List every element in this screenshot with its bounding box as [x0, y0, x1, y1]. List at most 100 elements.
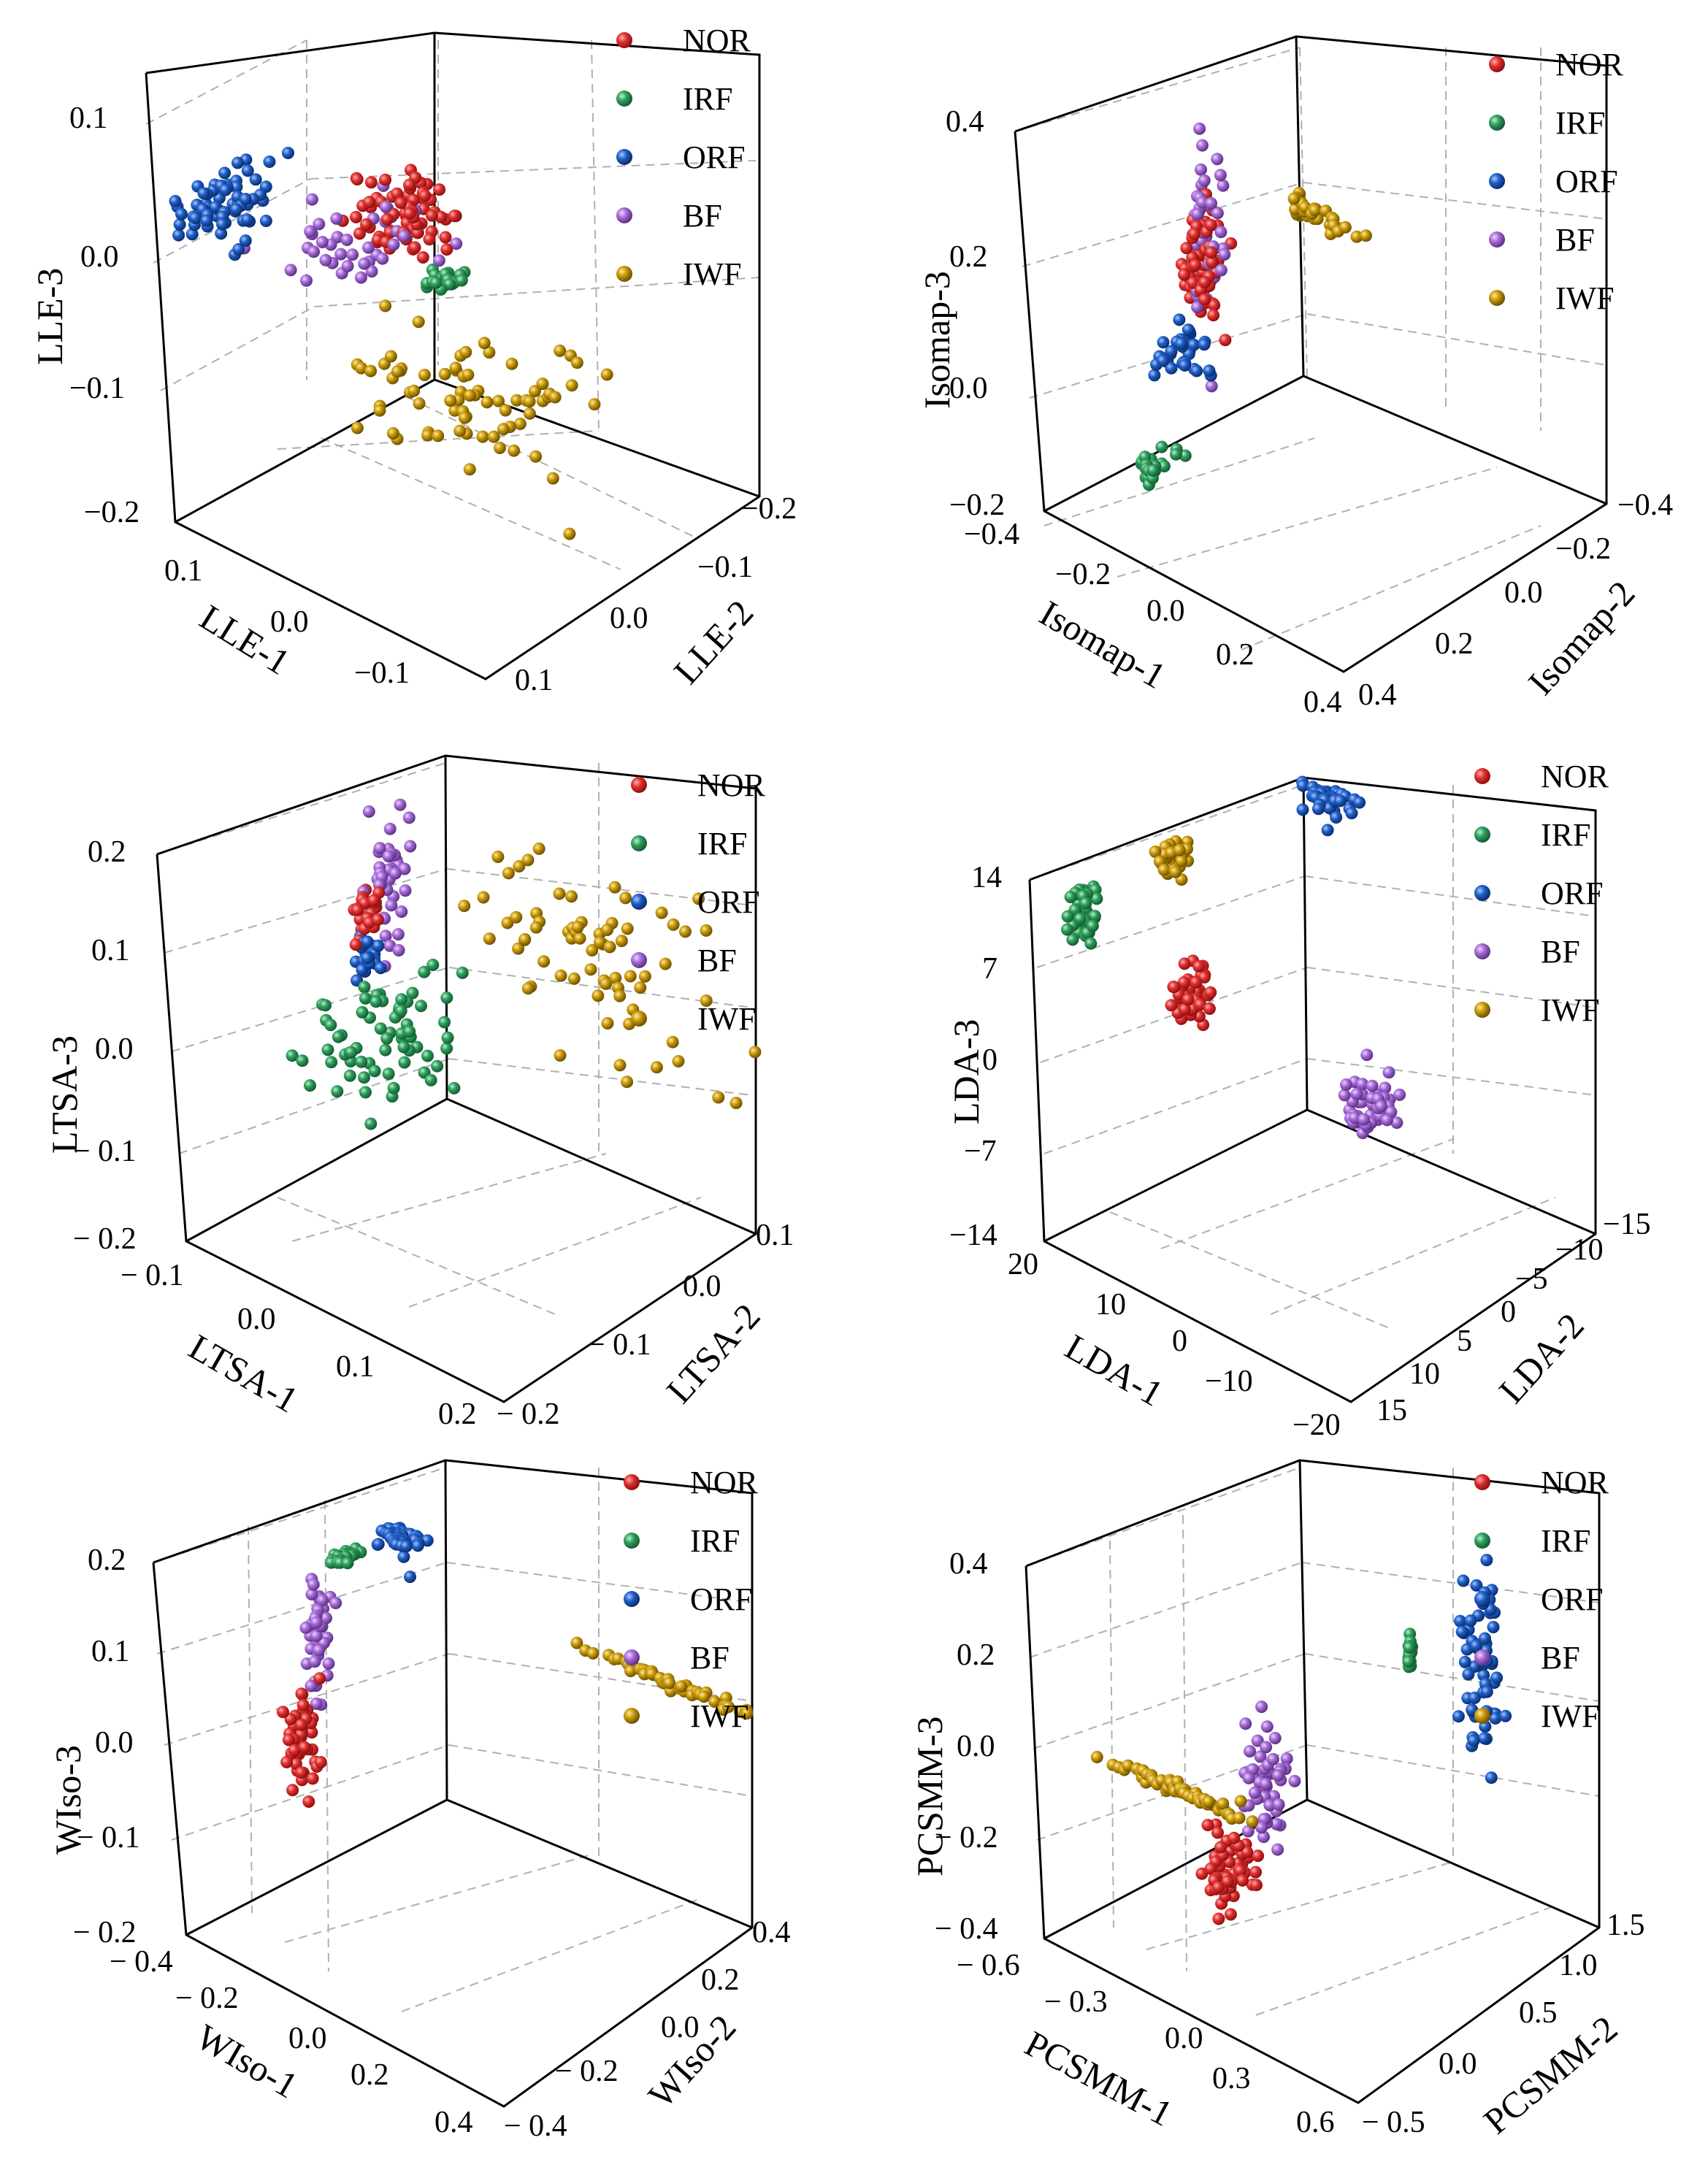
scatter-points — [169, 147, 613, 540]
scatter-point-iwf — [650, 1061, 663, 1074]
scatter-point-bf — [1195, 163, 1207, 176]
x-tick-label: 0.0 — [1146, 594, 1185, 628]
scatter-point-bf — [1366, 1079, 1379, 1092]
scatter-point-iwf — [697, 1690, 711, 1703]
scatter-point-nor — [1208, 299, 1221, 312]
scatter-point-orf — [1462, 1668, 1475, 1681]
scatter-point-irf — [1157, 460, 1171, 472]
scatter-point-iwf — [1246, 1815, 1259, 1828]
scatter-point-nor — [1205, 246, 1218, 259]
scatter-point-iwf — [364, 364, 378, 377]
scatter-point-iwf — [523, 395, 536, 408]
x-tick-label: 0.0 — [1165, 2022, 1203, 2055]
scatter-point-orf — [1489, 1711, 1502, 1725]
scatter-point-iwf — [373, 404, 386, 417]
scatter-point-bf — [310, 1630, 323, 1642]
scatter-point-iwf — [412, 315, 425, 329]
scatter-point-iwf — [1173, 843, 1186, 856]
z-tick-label: −14 — [949, 1219, 997, 1252]
z-tick-label: − 0.2 — [73, 1222, 137, 1256]
scatter-point-nor — [280, 1755, 294, 1768]
scatter-point-orf — [1179, 358, 1191, 372]
scatter-point-irf — [324, 1019, 337, 1032]
x-axis-label: LTSA-1 — [183, 1326, 305, 1421]
scatter-point-irf — [394, 1004, 407, 1017]
scatter-point-iwf — [613, 989, 627, 1002]
scatter-point-nor — [306, 1772, 319, 1785]
scatter-point-iwf — [510, 394, 524, 407]
legend-marker-bf — [1474, 943, 1490, 959]
grid-lines — [1025, 1467, 1600, 2016]
scatter-point-nor — [379, 173, 392, 186]
scatter-point-bf — [387, 238, 400, 251]
scatter-point-orf — [1190, 364, 1203, 377]
scatter-point-orf — [241, 164, 254, 177]
scatter-point-orf — [1485, 1771, 1498, 1784]
legend-label-orf: ORF — [697, 884, 760, 920]
scatter-point-orf — [169, 195, 182, 207]
scatter-point-bf — [313, 218, 326, 231]
y-tick-label: 15 — [1376, 1394, 1407, 1427]
scatter-point-bf — [1214, 226, 1228, 239]
x-tick-label: 0 — [1172, 1324, 1187, 1358]
y-axis-label: LTSA-2 — [659, 1295, 768, 1411]
x-tick-labels: − 0.1 0.0 0.1 0.2 — [120, 1259, 477, 1431]
scatter-point-iwf — [608, 881, 621, 894]
scatter-point-nor — [1204, 1862, 1217, 1875]
legend-label-iwf: IWF — [1541, 1698, 1600, 1734]
scatter-point-iwf — [508, 444, 521, 457]
scatter-point-iwf — [1202, 1795, 1215, 1808]
scatter-point-iwf — [1149, 845, 1162, 858]
scatter-point-irf — [441, 1031, 454, 1044]
scatter-point-iwf — [600, 977, 613, 990]
scatter-point-nor — [1178, 268, 1191, 281]
scatter-point-bf — [305, 193, 318, 206]
scatter-point-irf — [358, 981, 371, 994]
y-tick-label: 0.2 — [1435, 627, 1474, 661]
y-tick-label: 0.2 — [701, 1963, 740, 1997]
scatter-point-iwf — [570, 356, 583, 369]
scatter-point-iwf — [462, 368, 475, 381]
y-tick-label: 0.0 — [610, 602, 648, 635]
scatter-point-irf — [1179, 449, 1192, 462]
scatter-point-irf — [1090, 892, 1103, 905]
legend-label-bf: BF — [683, 198, 722, 234]
scatter-point-orf — [1345, 807, 1358, 820]
scatter-point-orf — [1479, 1632, 1491, 1645]
legend-label-bf: BF — [697, 943, 737, 978]
scatter-point-bf — [402, 811, 415, 824]
legend-marker-iwf — [1474, 1002, 1490, 1018]
y-tick-label: − 0.4 — [504, 2109, 567, 2143]
legend: NOR IRF ORF BF IWF — [616, 23, 751, 292]
scatter-point-orf — [175, 207, 188, 221]
scatter-point-bf — [284, 264, 297, 277]
scatter-point-orf — [372, 939, 385, 952]
z-tick-label: 0.0 — [80, 240, 119, 274]
scatter-point-nor — [1224, 1908, 1237, 1921]
scatter-point-irf — [331, 1085, 344, 1098]
grid-lines — [1029, 784, 1596, 1330]
scatter-point-irf — [286, 1049, 299, 1062]
y-tick-label: − 0.5 — [1362, 2106, 1425, 2139]
scatter-point-orf — [1198, 338, 1211, 351]
scatter-point-irf — [321, 1043, 334, 1057]
scatter-point-orf — [361, 951, 374, 965]
scatter-point-irf — [325, 1056, 338, 1069]
x-tick-label: 0.1 — [164, 554, 203, 588]
scatter-point-bf — [1244, 1745, 1256, 1757]
scatter-point-bf — [305, 1588, 318, 1600]
x-tick-label: 0.0 — [237, 1303, 276, 1336]
z-tick-label: 0.0 — [95, 1032, 134, 1066]
y-tick-label: 0.1 — [756, 1219, 794, 1252]
x-tick-label: −0.4 — [964, 518, 1019, 551]
scatter-point-irf — [456, 966, 469, 979]
scatter-point-nor — [302, 1795, 315, 1808]
y-tick-label: 0.1 — [515, 664, 554, 697]
z-tick-labels: 0.2 0.1 0.0 − 0.1 − 0.2 — [73, 835, 137, 1256]
legend-marker-bf — [631, 952, 647, 968]
y-tick-label: 1.0 — [1559, 1949, 1598, 1982]
scatter-point-bf — [432, 254, 445, 267]
scatter-point-iwf — [563, 527, 576, 540]
scatter-point-irf — [395, 993, 408, 1006]
z-tick-label: −0.1 — [69, 372, 125, 405]
